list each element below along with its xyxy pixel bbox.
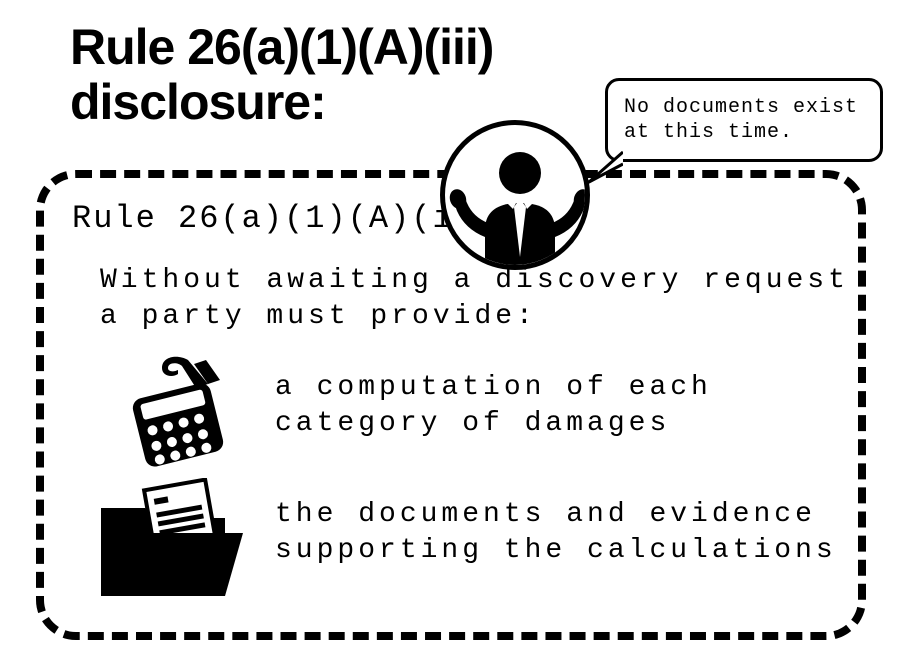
speech-text: No documents exist at this time. bbox=[624, 96, 858, 144]
calculator-icon bbox=[108, 350, 248, 480]
intro-line-1: Without awaiting a discovery request bbox=[100, 265, 849, 296]
item-1-text: a computation of each category of damage… bbox=[275, 370, 712, 443]
speech-bubble-tail bbox=[583, 150, 623, 190]
item2-line-1: the documents and evidence bbox=[275, 499, 816, 530]
title-line-1: Rule 26(a)(1)(A)(iii) bbox=[70, 19, 493, 75]
intro-line-2: a party must provide: bbox=[100, 301, 537, 332]
speech-bubble: No documents exist at this time. bbox=[605, 78, 883, 162]
intro-text: Without awaiting a discovery request a p… bbox=[100, 263, 849, 336]
item1-line-2: category of damages bbox=[275, 408, 670, 439]
infographic-canvas: Rule 26(a)(1)(A)(iii) disclosure: Rule 2… bbox=[0, 0, 900, 660]
item2-line-2: supporting the calculations bbox=[275, 535, 837, 566]
title-line-2: disclosure: bbox=[70, 74, 326, 130]
shrug-person-icon bbox=[440, 120, 590, 270]
folder-document-icon bbox=[95, 478, 250, 603]
main-title: Rule 26(a)(1)(A)(iii) disclosure: bbox=[70, 20, 493, 130]
item1-line-1: a computation of each bbox=[275, 372, 712, 403]
item-2-text: the documents and evidence supporting th… bbox=[275, 497, 837, 570]
